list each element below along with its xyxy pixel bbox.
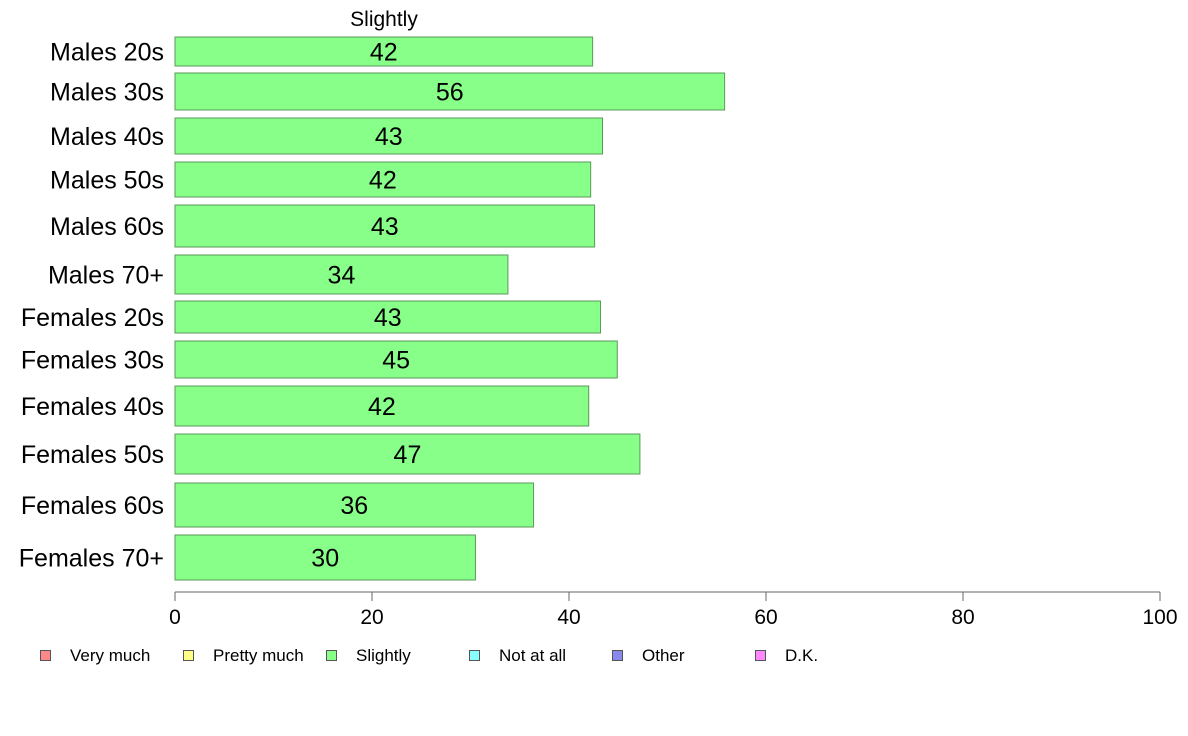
legend-label: Very much bbox=[70, 646, 151, 665]
bar bbox=[174, 482, 535, 528]
bar-value-label: 42 bbox=[369, 167, 397, 195]
bars-layer: Males 20s 42 Males 30s 56 Males 40s 43 Males 5… bbox=[19, 36, 726, 581]
x-tick-label: 60 bbox=[754, 606, 777, 629]
legend-swatch bbox=[755, 650, 766, 661]
bar bbox=[174, 36, 594, 67]
bar bbox=[174, 254, 509, 295]
bar-value-label: 43 bbox=[371, 213, 399, 241]
legend-label: Pretty much bbox=[213, 646, 304, 665]
bar bbox=[174, 161, 592, 198]
legend-swatch bbox=[326, 650, 337, 661]
bar bbox=[174, 433, 641, 475]
x-tick-label: 100 bbox=[1142, 606, 1177, 629]
legend-swatch bbox=[469, 650, 480, 661]
bar-value-label: 45 bbox=[382, 347, 410, 375]
legend-label: D.K. bbox=[785, 646, 819, 665]
bar-value-label: 30 bbox=[311, 545, 339, 573]
legend-label: Not at all bbox=[499, 646, 567, 665]
x-tick-label: 20 bbox=[360, 606, 383, 629]
legend-swatch bbox=[612, 650, 623, 661]
bar bbox=[174, 204, 596, 248]
bar-value-label: 36 bbox=[340, 492, 368, 520]
bar-value-label: 47 bbox=[394, 441, 422, 469]
bar bbox=[174, 72, 726, 111]
bar-value-label: 42 bbox=[368, 393, 396, 421]
legend-label: Other bbox=[642, 646, 685, 665]
category-label: Females 30s bbox=[21, 347, 164, 375]
category-label: Males 70+ bbox=[48, 262, 164, 290]
category-label: Females 50s bbox=[21, 441, 164, 469]
x-tick-label: 80 bbox=[951, 606, 974, 629]
category-label: Males 60s bbox=[50, 213, 164, 241]
legend: Very much Pretty much Slightly Not at all Ot… bbox=[0, 645, 1188, 669]
bar bbox=[174, 300, 602, 334]
bar bbox=[174, 117, 603, 155]
bar bbox=[174, 340, 618, 379]
category-label: Females 40s bbox=[21, 393, 164, 421]
bar-value-label: 43 bbox=[375, 123, 403, 151]
category-label: Males 30s bbox=[50, 79, 164, 107]
chart-title: Slightly bbox=[350, 8, 418, 31]
category-label: Females 70+ bbox=[19, 545, 164, 573]
bar-value-label: 42 bbox=[370, 39, 398, 67]
legend-swatch bbox=[183, 650, 194, 661]
legend-label: Slightly bbox=[356, 646, 411, 665]
bar-value-label: 56 bbox=[436, 79, 464, 107]
bar bbox=[174, 385, 590, 427]
category-label: Females 20s bbox=[21, 304, 164, 332]
x-axis: 0 20 40 60 80 100 bbox=[169, 591, 1178, 629]
bar-value-label: 43 bbox=[374, 304, 402, 332]
x-tick-label: 40 bbox=[557, 606, 580, 629]
legend-swatch bbox=[40, 650, 51, 661]
category-label: Males 50s bbox=[50, 167, 164, 195]
category-label: Males 20s bbox=[50, 39, 164, 67]
bar bbox=[174, 534, 476, 581]
x-tick-label: 0 bbox=[169, 606, 181, 629]
category-label: Females 60s bbox=[21, 492, 164, 520]
bar-value-label: 34 bbox=[328, 262, 356, 290]
category-label: Males 40s bbox=[50, 123, 164, 151]
